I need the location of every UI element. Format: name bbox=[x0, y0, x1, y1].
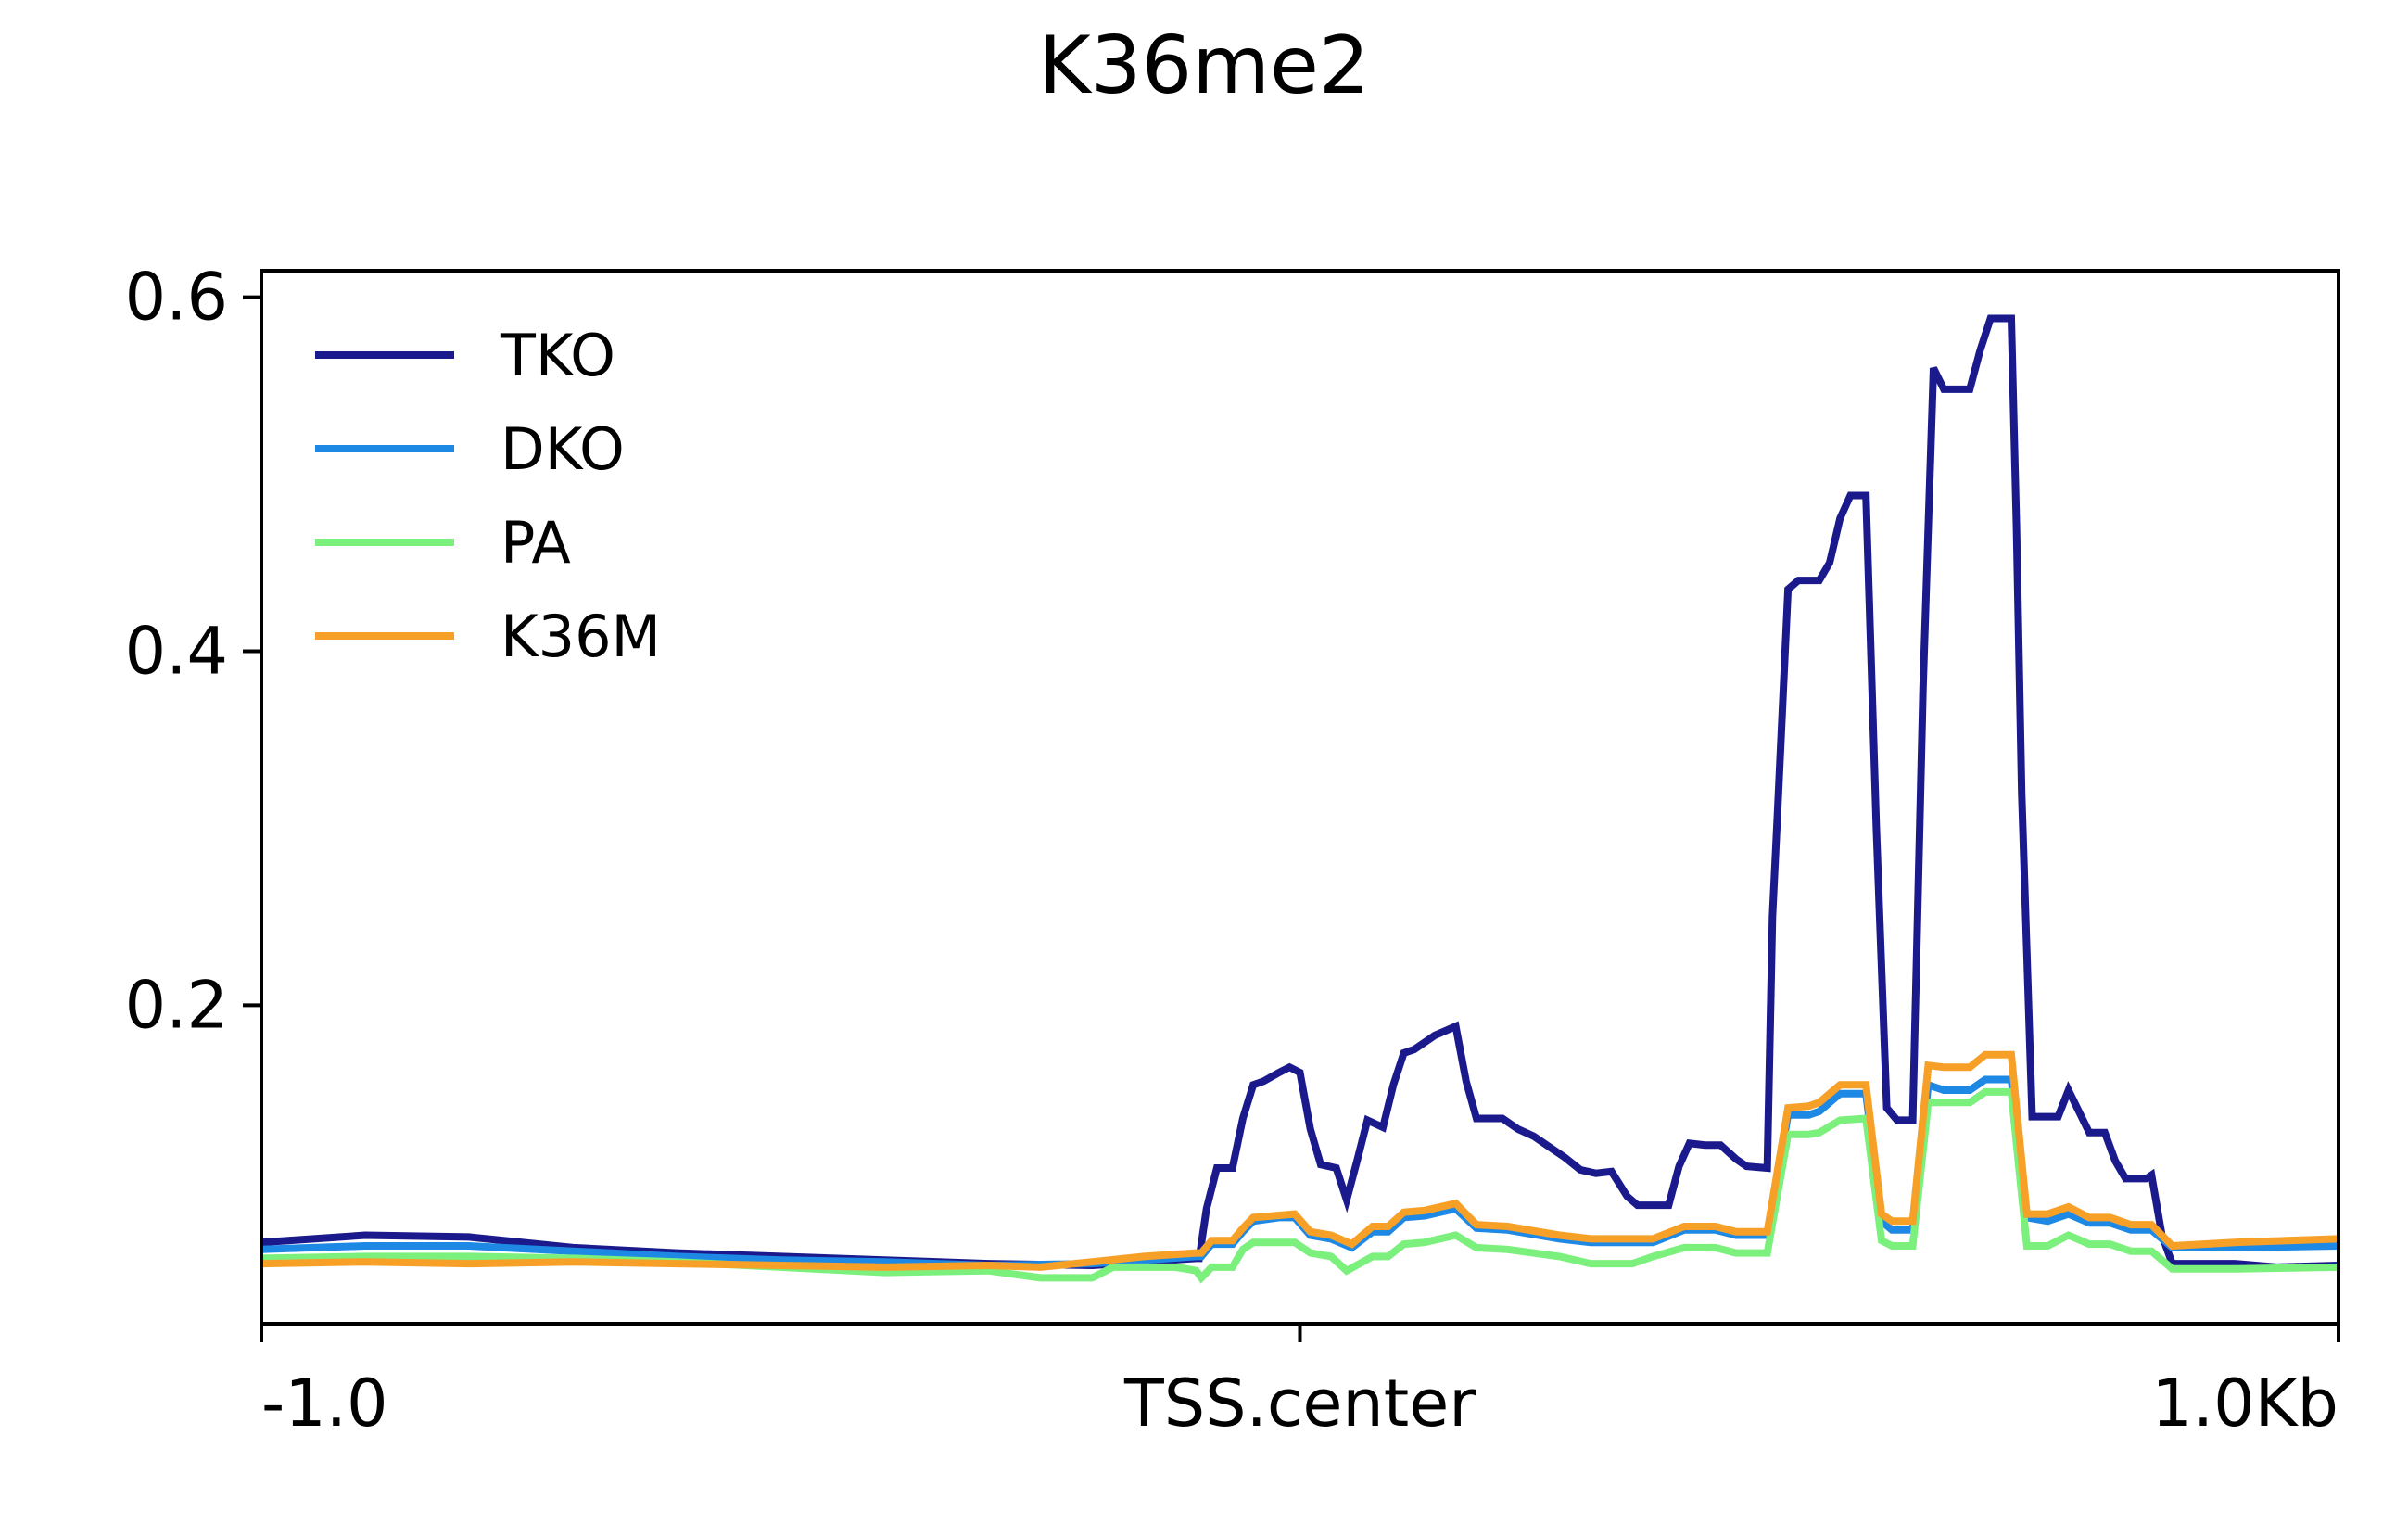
y-tick-label: 0.2 bbox=[125, 967, 228, 1043]
x-tick-label: TSS.center bbox=[1123, 1366, 1476, 1442]
y-tick-label: 0.6 bbox=[125, 260, 228, 336]
legend-label-tko: TKO bbox=[500, 322, 615, 389]
chart-title: K36me2 bbox=[1038, 19, 1369, 112]
axes-layer: 0.2 0.4 0.6 -1.0 TSS.center 1.0Kb bbox=[125, 260, 2340, 1442]
legend: TKO DKO PA K36M bbox=[315, 322, 661, 670]
x-tick-label: 1.0Kb bbox=[2151, 1366, 2338, 1442]
series-line-k36m bbox=[260, 1050, 2339, 1271]
legend-label-k36m: K36M bbox=[501, 603, 661, 670]
y-tick-label: 0.4 bbox=[125, 613, 228, 689]
legend-label-pa: PA bbox=[501, 509, 571, 577]
x-tick-label: -1.0 bbox=[261, 1366, 388, 1442]
legend-label-dko: DKO bbox=[501, 415, 625, 483]
series-line-tko bbox=[260, 314, 2339, 1271]
series-layer bbox=[260, 314, 2339, 1284]
